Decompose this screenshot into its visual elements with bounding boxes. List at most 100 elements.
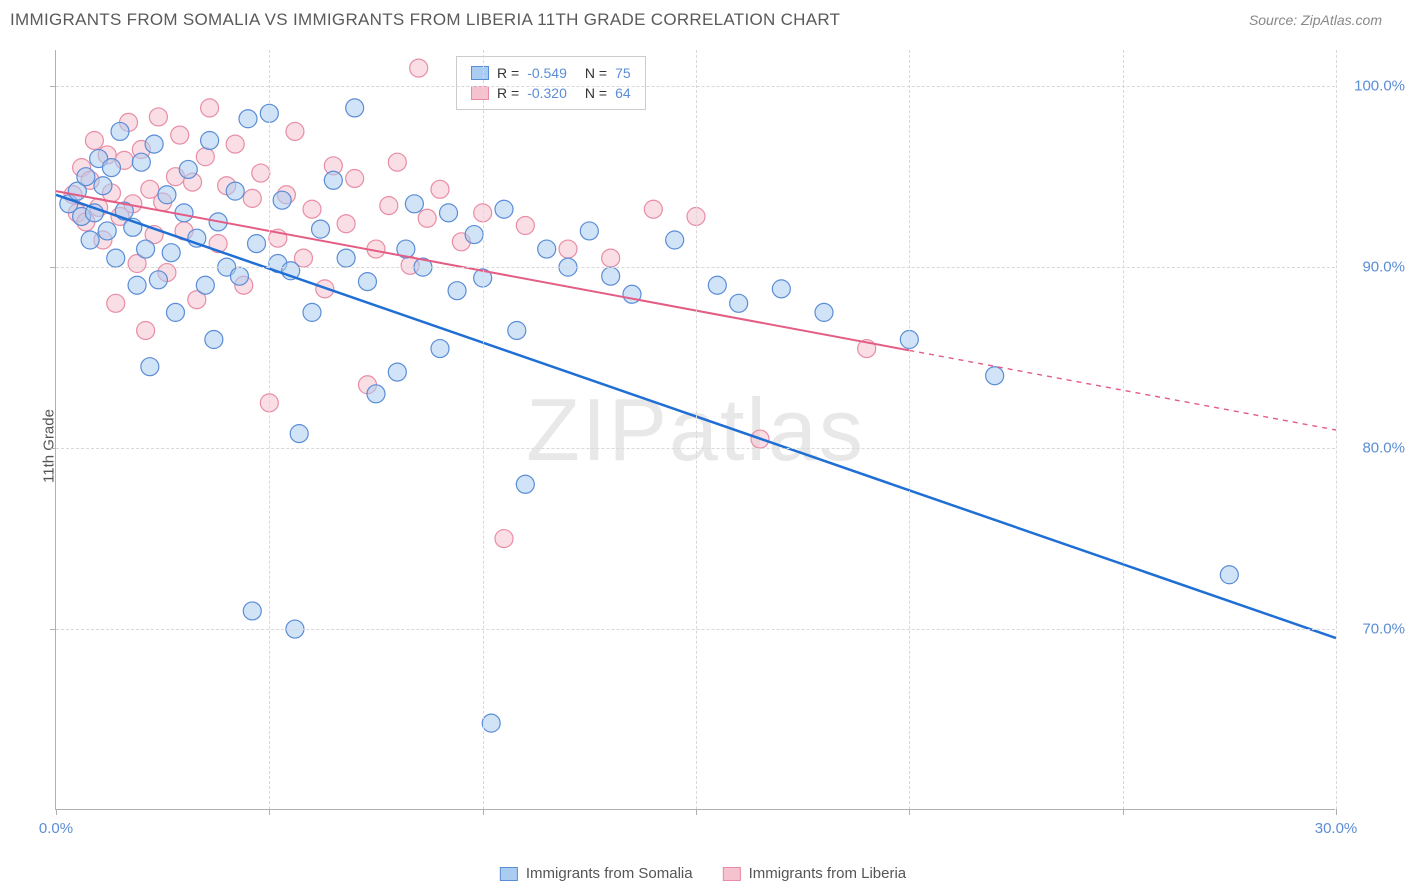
scatter-point-liberia	[201, 99, 219, 117]
scatter-point-liberia	[184, 173, 202, 191]
scatter-point-somalia	[282, 262, 300, 280]
gridline-v	[483, 50, 484, 809]
scatter-point-liberia	[410, 59, 428, 77]
swatch-liberia	[471, 86, 489, 100]
scatter-point-somalia	[98, 222, 116, 240]
scatter-point-somalia	[179, 160, 197, 178]
scatter-point-liberia	[128, 255, 146, 273]
legend-row-somalia: R = -0.549 N = 75	[471, 63, 631, 83]
scatter-point-somalia	[85, 204, 103, 222]
scatter-point-somalia	[1220, 566, 1238, 584]
scatter-point-liberia	[120, 113, 138, 131]
scatter-point-somalia	[269, 255, 287, 273]
scatter-point-liberia	[218, 177, 236, 195]
scatter-point-somalia	[175, 204, 193, 222]
scatter-point-somalia	[367, 385, 385, 403]
scatter-point-somalia	[538, 240, 556, 258]
scatter-point-somalia	[230, 267, 248, 285]
scatter-point-liberia	[85, 131, 103, 149]
scatter-point-liberia	[388, 153, 406, 171]
scatter-point-liberia	[286, 122, 304, 140]
scatter-point-somalia	[205, 331, 223, 349]
scatter-point-liberia	[209, 235, 227, 253]
scatter-point-liberia	[418, 209, 436, 227]
scatter-point-somalia	[196, 276, 214, 294]
scatter-point-liberia	[337, 215, 355, 233]
scatter-point-somalia	[162, 244, 180, 262]
scatter-point-liberia	[751, 430, 769, 448]
scatter-point-somalia	[166, 303, 184, 321]
swatch-liberia	[723, 867, 741, 881]
r-value-somalia: -0.549	[527, 65, 567, 81]
scatter-point-liberia	[324, 157, 342, 175]
swatch-somalia	[471, 66, 489, 80]
scatter-point-liberia	[94, 231, 112, 249]
scatter-point-liberia	[154, 193, 172, 211]
scatter-point-liberia	[644, 200, 662, 218]
n-label: N =	[585, 85, 607, 101]
scatter-point-somalia	[124, 218, 142, 236]
chart-source: Source: ZipAtlas.com	[1249, 12, 1382, 28]
x-tick-label: 0.0%	[39, 820, 73, 837]
gridline-v	[909, 50, 910, 809]
scatter-point-somalia	[602, 267, 620, 285]
scatter-point-liberia	[252, 164, 270, 182]
scatter-point-somalia	[303, 303, 321, 321]
scatter-point-liberia	[166, 168, 184, 186]
legend-label-liberia: Immigrants from Liberia	[749, 865, 907, 882]
y-tick-label: 70.0%	[1345, 621, 1405, 638]
scatter-point-somalia	[730, 294, 748, 312]
scatter-point-somalia	[508, 321, 526, 339]
scatter-point-somalia	[111, 122, 129, 140]
scatter-point-liberia	[149, 108, 167, 126]
scatter-point-liberia	[102, 184, 120, 202]
scatter-point-liberia	[367, 240, 385, 258]
scatter-point-somalia	[60, 195, 78, 213]
scatter-point-somalia	[73, 207, 91, 225]
scatter-point-liberia	[124, 195, 142, 213]
scatter-point-somalia	[708, 276, 726, 294]
scatter-point-somalia	[431, 340, 449, 358]
scatter-point-somalia	[141, 358, 159, 376]
scatter-point-somalia	[495, 200, 513, 218]
scatter-point-somalia	[516, 475, 534, 493]
scatter-point-somalia	[405, 195, 423, 213]
scatter-point-liberia	[111, 207, 129, 225]
n-label: N =	[585, 65, 607, 81]
x-tick-label: 30.0%	[1315, 820, 1358, 837]
scatter-point-somalia	[580, 222, 598, 240]
scatter-point-liberia	[495, 530, 513, 548]
scatter-point-somalia	[90, 150, 108, 168]
scatter-point-liberia	[77, 213, 95, 231]
legend-item-liberia: Immigrants from Liberia	[723, 865, 907, 882]
scatter-point-liberia	[137, 321, 155, 339]
legend-label-somalia: Immigrants from Somalia	[526, 865, 693, 882]
source-prefix: Source:	[1249, 12, 1301, 28]
scatter-point-liberia	[602, 249, 620, 267]
scatter-point-somalia	[243, 602, 261, 620]
scatter-point-liberia	[64, 186, 82, 204]
scatter-point-liberia	[115, 151, 133, 169]
swatch-somalia	[500, 867, 518, 881]
scatter-point-somalia	[132, 153, 150, 171]
scatter-point-liberia	[294, 249, 312, 267]
scatter-point-liberia	[68, 204, 86, 222]
series-legend: Immigrants from Somalia Immigrants from …	[500, 865, 906, 882]
scatter-point-somalia	[149, 271, 167, 289]
scatter-point-somalia	[465, 226, 483, 244]
scatter-point-liberia	[516, 217, 534, 235]
gridline-v	[269, 50, 270, 809]
n-value-liberia: 64	[615, 85, 631, 101]
scatter-point-somalia	[273, 191, 291, 209]
scatter-point-somalia	[623, 285, 641, 303]
scatter-point-liberia	[380, 197, 398, 215]
chart-title: IMMIGRANTS FROM SOMALIA VS IMMIGRANTS FR…	[10, 10, 840, 30]
scatter-point-somalia	[290, 425, 308, 443]
correlation-legend: R = -0.549 N = 75 R = -0.320 N = 64	[456, 56, 646, 110]
scatter-point-somalia	[986, 367, 1004, 385]
scatter-point-liberia	[303, 200, 321, 218]
scatter-point-liberia	[132, 141, 150, 159]
source-name: ZipAtlas.com	[1301, 12, 1382, 28]
scatter-point-somalia	[312, 220, 330, 238]
scatter-point-somalia	[358, 273, 376, 291]
